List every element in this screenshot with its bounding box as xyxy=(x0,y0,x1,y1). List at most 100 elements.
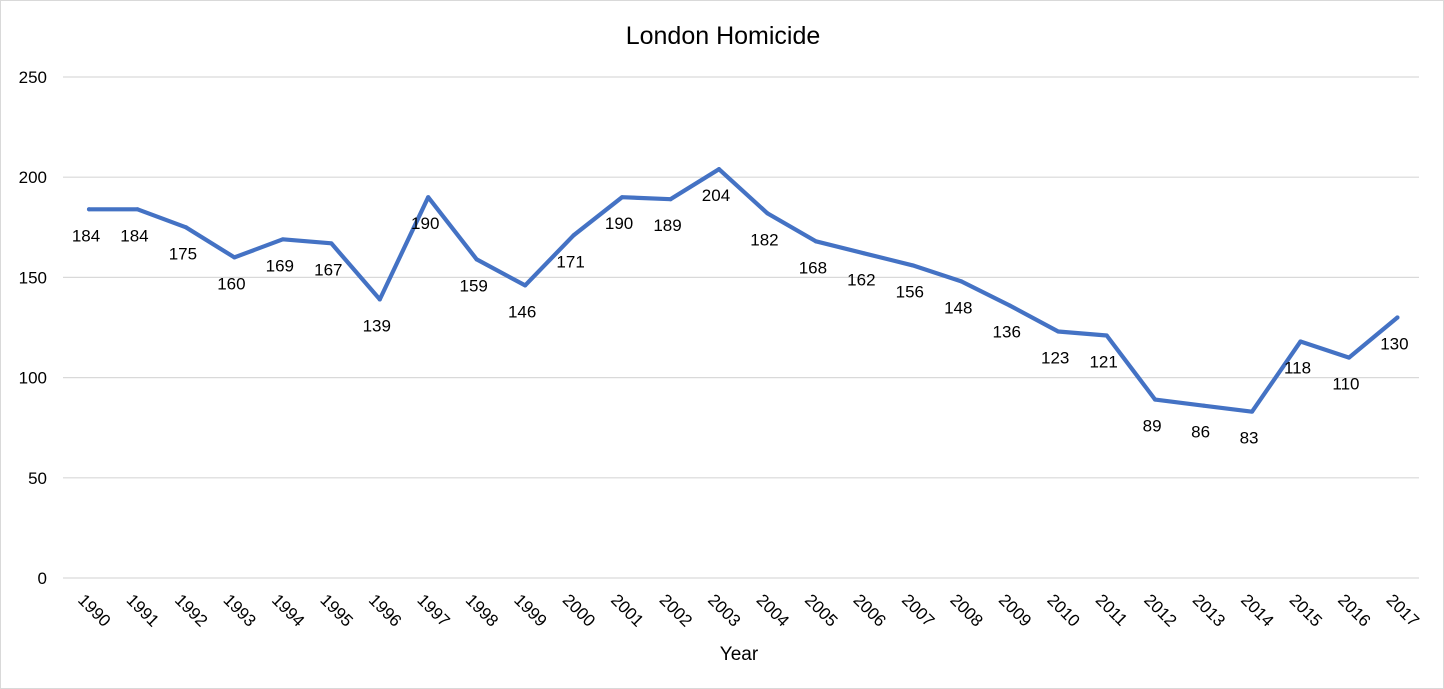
x-tick-label: 1992 xyxy=(171,590,211,630)
x-tick-label: 2011 xyxy=(1092,590,1131,629)
data-point xyxy=(765,211,770,216)
x-tick-label: 2009 xyxy=(995,590,1035,630)
y-tick-label: 150 xyxy=(19,268,47,287)
data-label: 189 xyxy=(653,216,681,235)
data-label: 89 xyxy=(1143,417,1162,436)
data-point xyxy=(1153,397,1158,402)
data-label: 160 xyxy=(217,274,245,293)
data-point xyxy=(668,197,673,202)
x-tick-label: 2010 xyxy=(1043,590,1083,630)
data-point xyxy=(232,255,237,260)
data-label: 184 xyxy=(120,226,148,245)
x-tick-label: 2003 xyxy=(704,590,744,630)
y-tick-label: 100 xyxy=(19,369,47,388)
data-label: 118 xyxy=(1284,359,1311,378)
data-point xyxy=(1250,409,1255,414)
data-label: 159 xyxy=(459,276,487,295)
x-tick-label: 1995 xyxy=(316,590,356,630)
data-point xyxy=(910,263,915,268)
data-point xyxy=(1007,303,1012,308)
data-label: 175 xyxy=(169,244,197,263)
y-tick-label: 50 xyxy=(28,469,47,488)
x-tick-label: 1990 xyxy=(74,590,114,630)
x-tick-label: 2014 xyxy=(1237,590,1277,630)
data-label: 148 xyxy=(944,298,972,317)
data-label: 156 xyxy=(896,282,924,301)
gridlines xyxy=(63,76,1419,579)
x-tick-label: 2001 xyxy=(607,590,647,630)
x-axis: 1990 1991 1992 1993 1994 1995 1996 1997 1998 1999… xyxy=(74,590,1423,630)
data-point xyxy=(571,233,576,238)
data-point xyxy=(87,207,91,212)
data-point xyxy=(426,195,431,200)
data-labels: 184 184 175 160 169 167 139 190 159 146 171 190 189 2… xyxy=(72,186,1409,447)
x-tick-label: 2004 xyxy=(753,590,793,630)
data-label: 167 xyxy=(314,260,342,279)
chart-title: London Homicide xyxy=(626,22,821,50)
data-label: 123 xyxy=(1041,349,1069,368)
data-label: 182 xyxy=(750,230,778,249)
x-tick-label: 1998 xyxy=(462,590,502,630)
data-point xyxy=(959,279,964,284)
data-label: 162 xyxy=(847,270,875,289)
data-point xyxy=(135,207,140,212)
x-tick-label: 2002 xyxy=(656,590,696,630)
data-label: 190 xyxy=(411,214,439,233)
data-point xyxy=(620,195,625,200)
data-label: 136 xyxy=(993,322,1021,341)
x-tick-label: 2006 xyxy=(850,590,890,630)
x-tick-label: 1991 xyxy=(123,590,163,630)
data-point xyxy=(1056,329,1061,334)
x-tick-label: 1999 xyxy=(510,590,550,630)
data-point xyxy=(1298,339,1303,344)
data-label: 139 xyxy=(363,316,391,335)
x-tick-label: 2005 xyxy=(801,590,841,630)
data-point xyxy=(716,167,721,172)
data-point xyxy=(1201,403,1206,408)
data-label: 121 xyxy=(1089,353,1117,372)
data-label: 110 xyxy=(1332,375,1359,394)
data-point xyxy=(280,237,285,242)
data-label: 130 xyxy=(1380,334,1408,353)
data-point xyxy=(1346,355,1351,360)
data-label: 171 xyxy=(556,252,584,271)
data-label: 86 xyxy=(1191,423,1210,442)
x-tick-label: 1997 xyxy=(413,590,453,630)
data-point xyxy=(813,239,818,244)
x-tick-label: 1996 xyxy=(365,590,405,630)
data-label: 204 xyxy=(702,186,730,205)
series-layer xyxy=(86,167,1400,414)
x-tick-label: 1993 xyxy=(220,590,260,630)
x-tick-label: 2015 xyxy=(1286,590,1326,630)
x-tick-label: 2008 xyxy=(946,590,986,630)
data-point xyxy=(1395,315,1400,320)
x-tick-label: 2017 xyxy=(1383,590,1423,630)
x-tick-label: 2007 xyxy=(898,590,938,630)
data-point xyxy=(474,257,479,262)
data-point xyxy=(183,225,188,230)
x-tick-label: 2000 xyxy=(559,590,599,630)
data-label: 83 xyxy=(1240,429,1259,448)
data-label: 169 xyxy=(266,256,294,275)
data-point xyxy=(523,283,528,288)
x-tick-label: 2013 xyxy=(1189,590,1229,630)
y-tick-label: 200 xyxy=(19,168,47,187)
data-label: 184 xyxy=(72,226,100,245)
x-tick-label: 1994 xyxy=(268,590,308,630)
x-axis-title: Year xyxy=(720,644,759,665)
data-label: 190 xyxy=(605,214,633,233)
x-tick-label: 2016 xyxy=(1334,590,1374,630)
x-tick-label: 2012 xyxy=(1140,590,1180,630)
data-point xyxy=(1104,333,1109,338)
data-label: 146 xyxy=(508,302,536,321)
y-tick-label: 0 xyxy=(38,569,47,588)
y-axis: 0 50 100 150 200 250 xyxy=(19,68,47,588)
data-point xyxy=(329,241,334,246)
data-label: 168 xyxy=(799,258,827,277)
series-line xyxy=(86,167,1400,414)
data-point xyxy=(377,297,382,302)
y-tick-label: 250 xyxy=(19,68,47,87)
data-point xyxy=(862,251,867,256)
